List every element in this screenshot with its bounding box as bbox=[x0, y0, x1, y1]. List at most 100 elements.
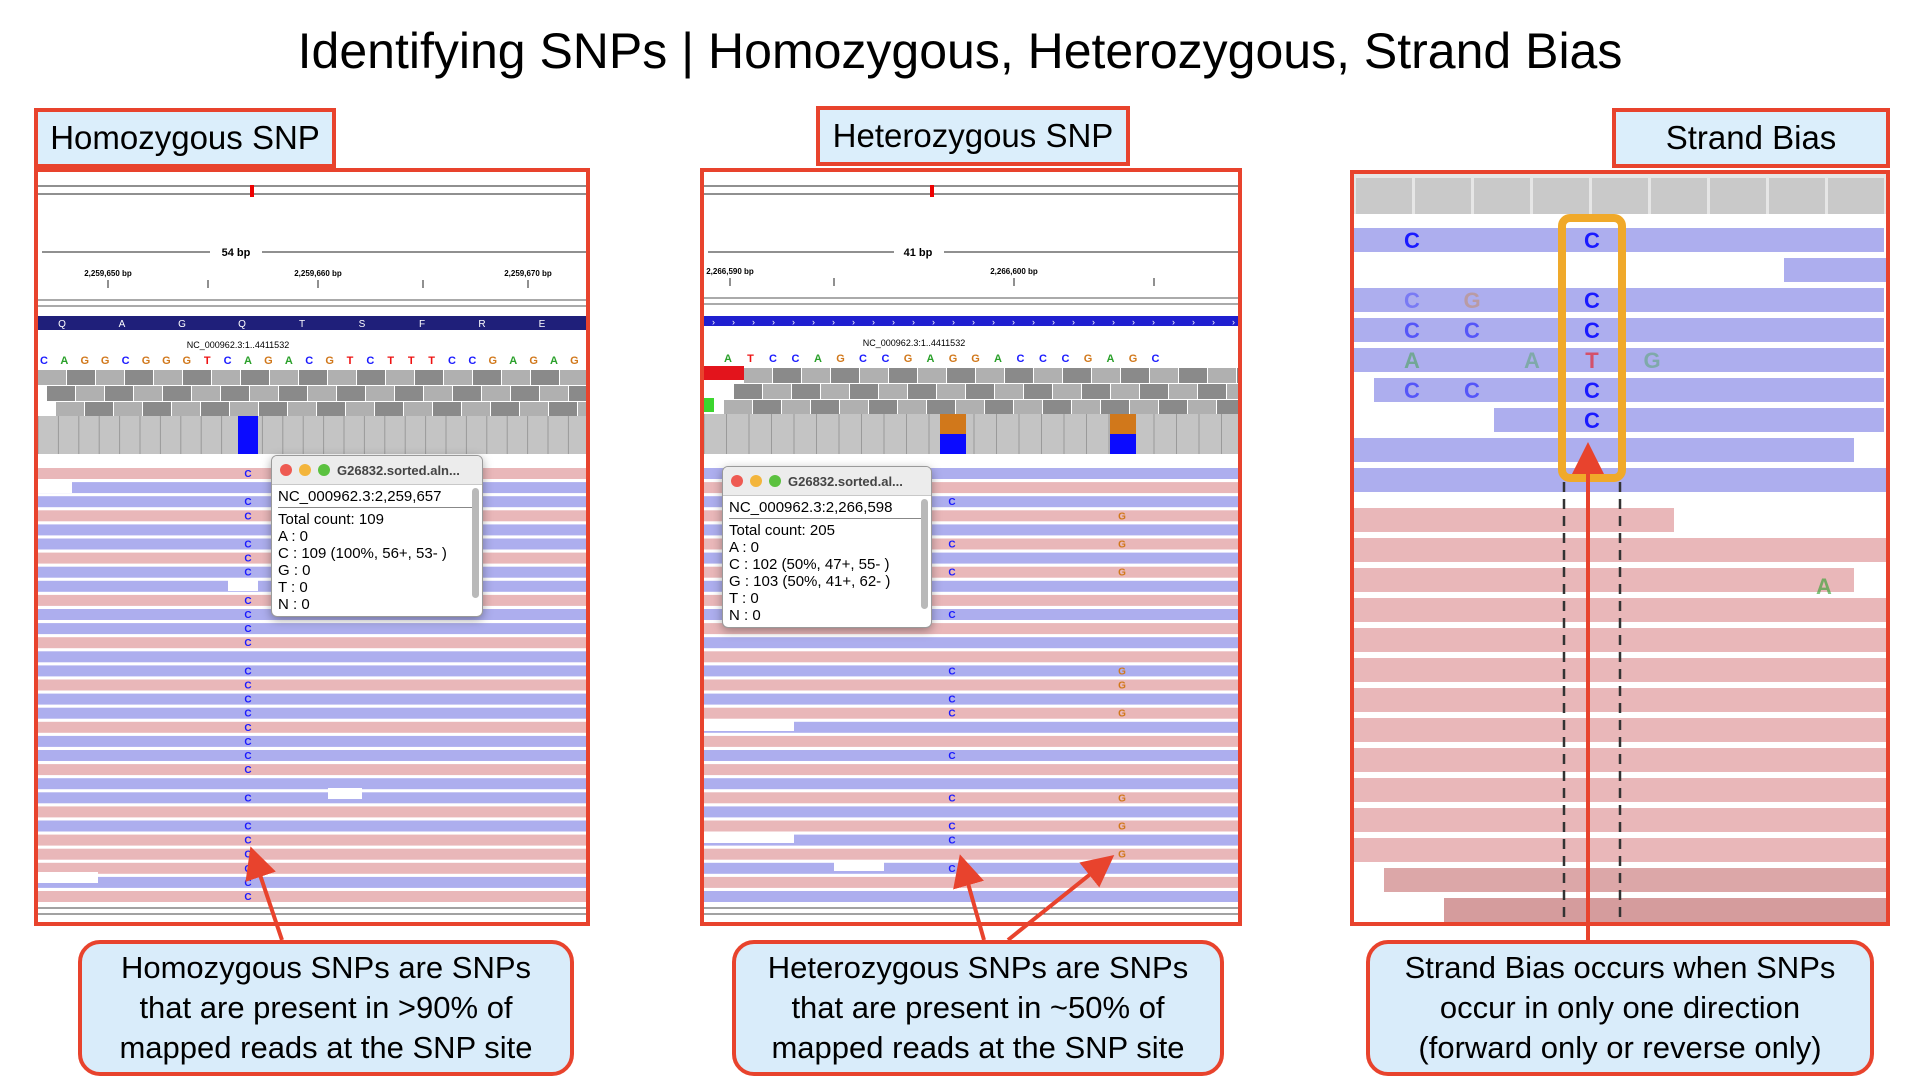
read bbox=[704, 834, 1238, 846]
close-icon[interactable] bbox=[731, 475, 743, 487]
popup-titlebar[interactable]: G26832.sorted.al... bbox=[723, 467, 931, 496]
frame-cell bbox=[985, 400, 1013, 415]
homozygous-popup[interactable]: G26832.sorted.aln... NC_000962.3:2,259,6… bbox=[271, 455, 483, 617]
frame-cell bbox=[1159, 400, 1187, 415]
strand-bias-zoom-view: C CC G CC C CA A T GC C CCA bbox=[1354, 174, 1886, 922]
ref-base: G bbox=[489, 355, 498, 367]
ref-base: G bbox=[1129, 353, 1138, 365]
ref-base: G bbox=[162, 355, 171, 367]
snp-base: C bbox=[1584, 378, 1600, 403]
strand-arrow: › bbox=[792, 317, 795, 327]
read bbox=[1384, 868, 1886, 892]
maximize-icon[interactable] bbox=[318, 464, 330, 476]
strand-bias-callout: Strand Bias occurs when SNPs occur in on… bbox=[1366, 940, 1874, 1076]
frame-cell bbox=[395, 386, 423, 401]
frame-cell bbox=[1101, 400, 1129, 415]
snp-base: C bbox=[244, 596, 251, 607]
frame-cell bbox=[976, 368, 1004, 383]
heterozygous-igv-panel: 41 bp 2,266,590 bp 2,266,600 bp › › › › › › › ›… bbox=[700, 168, 1242, 926]
read bbox=[38, 707, 586, 719]
frame-cell bbox=[569, 386, 586, 401]
read bbox=[704, 792, 1238, 804]
close-icon[interactable] bbox=[280, 464, 292, 476]
heterozygous-popup[interactable]: G26832.sorted.al... NC_000962.3:2,266,59… bbox=[722, 466, 932, 628]
frame-cell bbox=[270, 370, 298, 385]
strand-arrow: › bbox=[1032, 317, 1035, 327]
ref-base: C bbox=[40, 355, 48, 367]
frame-cell bbox=[375, 402, 403, 417]
popup-titlebar[interactable]: G26832.sorted.aln... bbox=[272, 456, 482, 485]
popup-line: N : 0 bbox=[729, 607, 761, 624]
frame-cell bbox=[114, 402, 142, 417]
frame-cell bbox=[1082, 384, 1110, 399]
stop-codon bbox=[704, 366, 744, 380]
frame-cell bbox=[308, 386, 336, 401]
read bbox=[38, 764, 586, 776]
ref-base: G bbox=[971, 353, 980, 365]
read bbox=[704, 848, 1238, 860]
snp-base: C bbox=[1464, 378, 1480, 403]
frame-cell bbox=[840, 400, 868, 415]
frame-cell bbox=[328, 370, 356, 385]
ref-base: T bbox=[747, 353, 754, 365]
snp-base: C bbox=[244, 681, 251, 692]
amino-acid: Q bbox=[58, 319, 66, 330]
snp-base: G bbox=[1118, 666, 1126, 677]
snp-base: G bbox=[1118, 822, 1126, 833]
popup-line: Total count: 109 bbox=[278, 511, 384, 528]
read bbox=[704, 862, 1238, 874]
maximize-icon[interactable] bbox=[769, 475, 781, 487]
read bbox=[704, 679, 1238, 691]
read bbox=[1354, 508, 1674, 532]
read bbox=[704, 721, 1238, 733]
frame-cell bbox=[453, 386, 481, 401]
snp-base: A bbox=[1816, 574, 1832, 599]
translation-frames bbox=[38, 370, 586, 417]
ref-base: T bbox=[204, 355, 211, 367]
frame-cell bbox=[1072, 400, 1100, 415]
ref-base: A bbox=[285, 355, 293, 367]
frame-cell bbox=[918, 368, 946, 383]
amino-acid: Q bbox=[238, 319, 246, 330]
frame-cell bbox=[889, 368, 917, 383]
frame-cell bbox=[96, 370, 124, 385]
strand-arrow: › bbox=[932, 317, 935, 327]
read bbox=[38, 735, 586, 747]
snp-base: C bbox=[244, 850, 251, 861]
ruler-span: 54 bp bbox=[222, 247, 251, 259]
frame-cell bbox=[850, 384, 878, 399]
strand-arrow: › bbox=[952, 317, 955, 327]
frame-cell bbox=[560, 370, 586, 385]
read-gap bbox=[38, 872, 98, 883]
popup-scrollbar[interactable] bbox=[472, 488, 479, 598]
frame-cell bbox=[821, 384, 849, 399]
strand-arrow: › bbox=[872, 317, 875, 327]
read bbox=[704, 651, 1238, 663]
read bbox=[704, 538, 1238, 550]
read bbox=[704, 623, 1238, 635]
homozygous-callout: Homozygous SNPs are SNPs that are presen… bbox=[78, 940, 574, 1076]
read bbox=[704, 609, 1238, 620]
ref-base: C bbox=[122, 355, 130, 367]
frame-cell bbox=[549, 402, 577, 417]
snp-base: C bbox=[244, 864, 251, 875]
minimize-icon[interactable] bbox=[750, 475, 762, 487]
read bbox=[38, 679, 586, 691]
strand-arrow: › bbox=[732, 317, 735, 327]
frame-cell bbox=[802, 368, 830, 383]
strand-arrow: › bbox=[1012, 317, 1015, 327]
frame-cell bbox=[1043, 400, 1071, 415]
minimize-icon[interactable] bbox=[299, 464, 311, 476]
snp-base: C bbox=[1584, 288, 1600, 313]
read bbox=[704, 496, 1238, 508]
coverage-cell bbox=[1415, 178, 1471, 214]
snp-coverage-c bbox=[940, 434, 966, 454]
coverage-cell bbox=[1710, 178, 1766, 214]
amino-acid: T bbox=[299, 319, 305, 330]
snp-base: C bbox=[244, 751, 251, 762]
ref-base: A bbox=[1107, 353, 1115, 365]
ref-base: C bbox=[792, 353, 800, 365]
popup-line: G : 103 (50%, 41+, 62- ) bbox=[729, 573, 891, 590]
popup-scrollbar[interactable] bbox=[921, 499, 928, 609]
